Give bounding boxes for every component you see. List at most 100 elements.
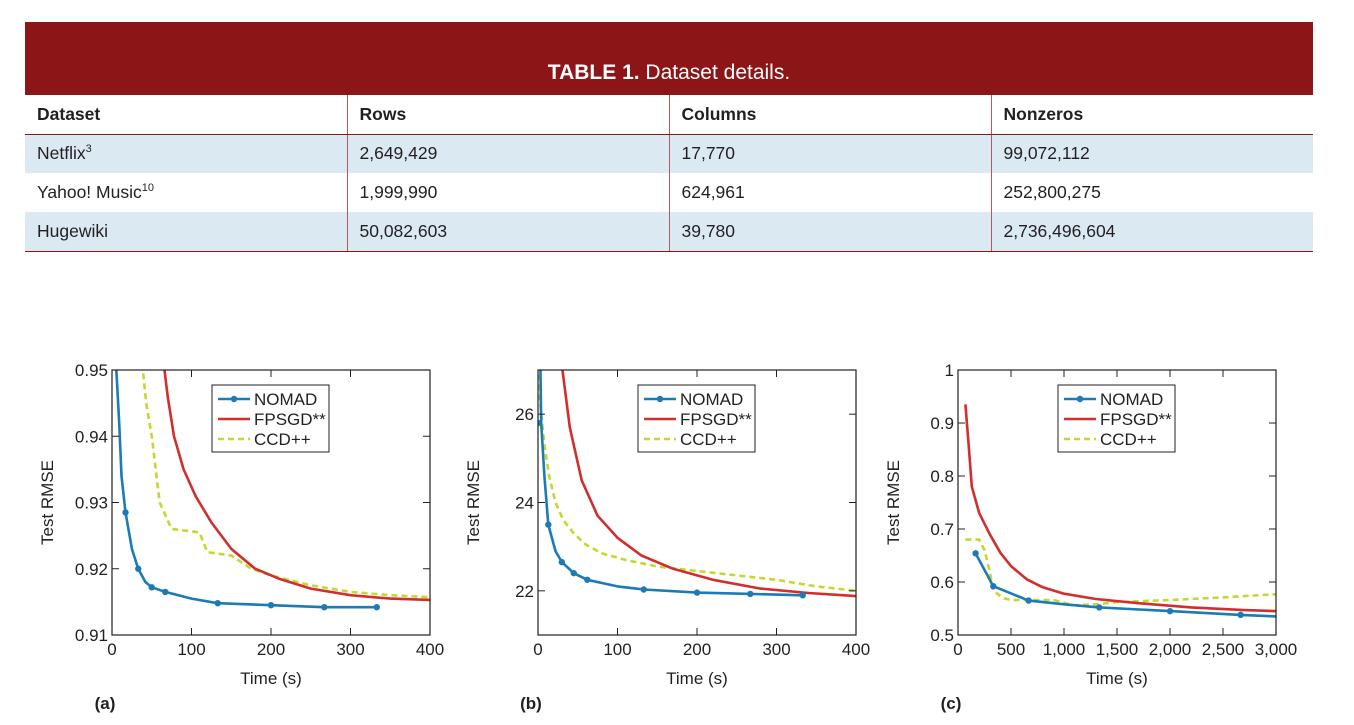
- cell-dataset: Hugewiki: [25, 212, 347, 252]
- cell-nonzeros: 252,800,275: [990, 173, 1313, 212]
- legend-label: NOMAD: [680, 390, 743, 409]
- y-axis-label: Test RMSE: [38, 460, 57, 545]
- nomad-marker: [972, 550, 979, 557]
- series-line-nomad: [974, 552, 1276, 618]
- nomad-marker: [1166, 607, 1174, 615]
- x-tick-label: 200: [683, 640, 711, 659]
- x-tick-label: 1,500: [1096, 640, 1139, 659]
- x-tick-label: 0: [107, 640, 116, 659]
- series-line-ccdplusplus: [538, 374, 856, 593]
- y-tick-label: 24: [515, 494, 534, 513]
- y-tick-label: 0.6: [930, 573, 954, 592]
- x-tick-label: 500: [997, 640, 1025, 659]
- table-row: Netflix3 2,649,429 17,770 99,072,112: [25, 134, 1313, 173]
- legend-marker: [1076, 395, 1084, 403]
- y-tick-label: 0.94: [75, 427, 108, 446]
- panel-label: (c): [941, 694, 962, 713]
- x-tick-label: 400: [416, 640, 444, 659]
- nomad-marker: [122, 509, 129, 516]
- nomad-marker: [584, 576, 591, 583]
- cell-columns: 39,780: [668, 212, 991, 252]
- x-tick-label: 100: [603, 640, 631, 659]
- citation-sup: 10: [141, 182, 154, 195]
- cell-rows: 50,082,603: [346, 212, 669, 252]
- table-header-row: Dataset Rows Columns Nonzeros: [25, 95, 1313, 135]
- y-tick-label: 0.9: [930, 414, 954, 433]
- legend-label: FPSGD**: [680, 410, 752, 429]
- y-axis-label: Test RMSE: [884, 460, 903, 545]
- series-line-fpsgd: [964, 404, 1276, 613]
- x-tick-label: 300: [336, 640, 364, 659]
- series-line-nomad: [115, 370, 377, 609]
- y-tick-label: 0.93: [75, 494, 108, 513]
- x-tick-label: 100: [177, 640, 205, 659]
- dataset-name: Netflix: [37, 143, 86, 164]
- y-tick-label: 0.8: [930, 467, 954, 486]
- series-line-ccdplusplus: [141, 370, 430, 599]
- nomad-marker: [693, 589, 701, 596]
- x-axis-label: Time (s): [1086, 669, 1148, 688]
- panel-label: (b): [520, 694, 542, 713]
- nomad-marker: [162, 588, 169, 596]
- legend-label: CCD++: [1100, 430, 1157, 449]
- table-title: TABLE 1. Dataset details.: [25, 61, 1313, 85]
- table-row: Hugewiki 50,082,603 39,780 2,736,496,604: [25, 212, 1313, 252]
- y-tick-label: 0.7: [930, 520, 954, 539]
- nomad-marker: [538, 419, 542, 427]
- cell-nonzeros: 99,072,112: [990, 134, 1313, 173]
- nomad-marker: [747, 590, 754, 598]
- y-tick-label: 0.5: [930, 626, 954, 645]
- x-tick-label: 0: [533, 640, 542, 659]
- x-tick-label: 3,000: [1255, 640, 1298, 659]
- nomad-marker: [570, 569, 577, 577]
- legend-marker: [656, 395, 664, 403]
- x-tick-label: 2,500: [1202, 640, 1245, 659]
- y-tick-label: 1: [945, 361, 954, 380]
- column-header-rows: Rows: [346, 95, 669, 135]
- series-line-fpsgd: [561, 370, 856, 598]
- legend-label: FPSGD**: [254, 410, 326, 429]
- legend-label: FPSGD**: [1100, 410, 1172, 429]
- nomad-marker: [135, 565, 142, 572]
- y-axis-label: Test RMSE: [464, 460, 483, 545]
- x-tick-label: 1,000: [1043, 640, 1086, 659]
- y-tick-label: 0.95: [75, 361, 108, 380]
- table-header-bar: TABLE 1. Dataset details.: [25, 22, 1313, 95]
- legend-label: CCD++: [254, 430, 311, 449]
- series-line-fpsgd: [163, 370, 430, 602]
- cell-rows: 2,649,429: [346, 134, 669, 173]
- legend-marker: [230, 395, 238, 403]
- nomad-marker: [1025, 597, 1032, 604]
- series-line-ccdplusplus: [965, 538, 1276, 607]
- cell-rows: 1,999,990: [346, 173, 669, 212]
- table-title-rest: Dataset details.: [639, 61, 791, 84]
- dataset-name: Yahoo! Music: [37, 182, 142, 202]
- legend-label: CCD++: [680, 430, 737, 449]
- legend-label: NOMAD: [1100, 390, 1163, 409]
- x-tick-label: 300: [762, 640, 790, 659]
- cell-nonzeros: 2,736,496,604: [990, 212, 1313, 252]
- cell-columns: 17,770: [668, 134, 991, 173]
- legend-label: NOMAD: [254, 390, 317, 409]
- nomad-marker: [990, 583, 997, 590]
- nomad-marker: [321, 603, 328, 611]
- nomad-marker: [214, 600, 221, 607]
- nomad-marker: [148, 584, 155, 591]
- nomad-marker: [545, 521, 552, 528]
- x-tick-label: 0: [953, 640, 962, 659]
- cell-dataset: Yahoo! Music10: [25, 173, 347, 212]
- cell-columns: 624,961: [668, 173, 991, 212]
- nomad-marker: [640, 586, 647, 593]
- dataset-table: Dataset Rows Columns Nonzeros Netflix3 2…: [25, 95, 1313, 252]
- nomad-marker: [267, 601, 275, 609]
- nomad-marker: [799, 592, 806, 599]
- dataset-table-section: TABLE 1. Dataset details. Dataset Rows C…: [25, 22, 1313, 252]
- y-tick-label: 0.91: [75, 626, 108, 645]
- y-tick-label: 26: [515, 405, 534, 424]
- x-axis-label: Time (s): [666, 669, 728, 688]
- x-tick-label: 400: [842, 640, 870, 659]
- x-axis-label: Time (s): [240, 669, 302, 688]
- nomad-marker: [1237, 611, 1244, 619]
- citation-sup: 3: [85, 143, 92, 156]
- column-header-columns: Columns: [668, 95, 991, 135]
